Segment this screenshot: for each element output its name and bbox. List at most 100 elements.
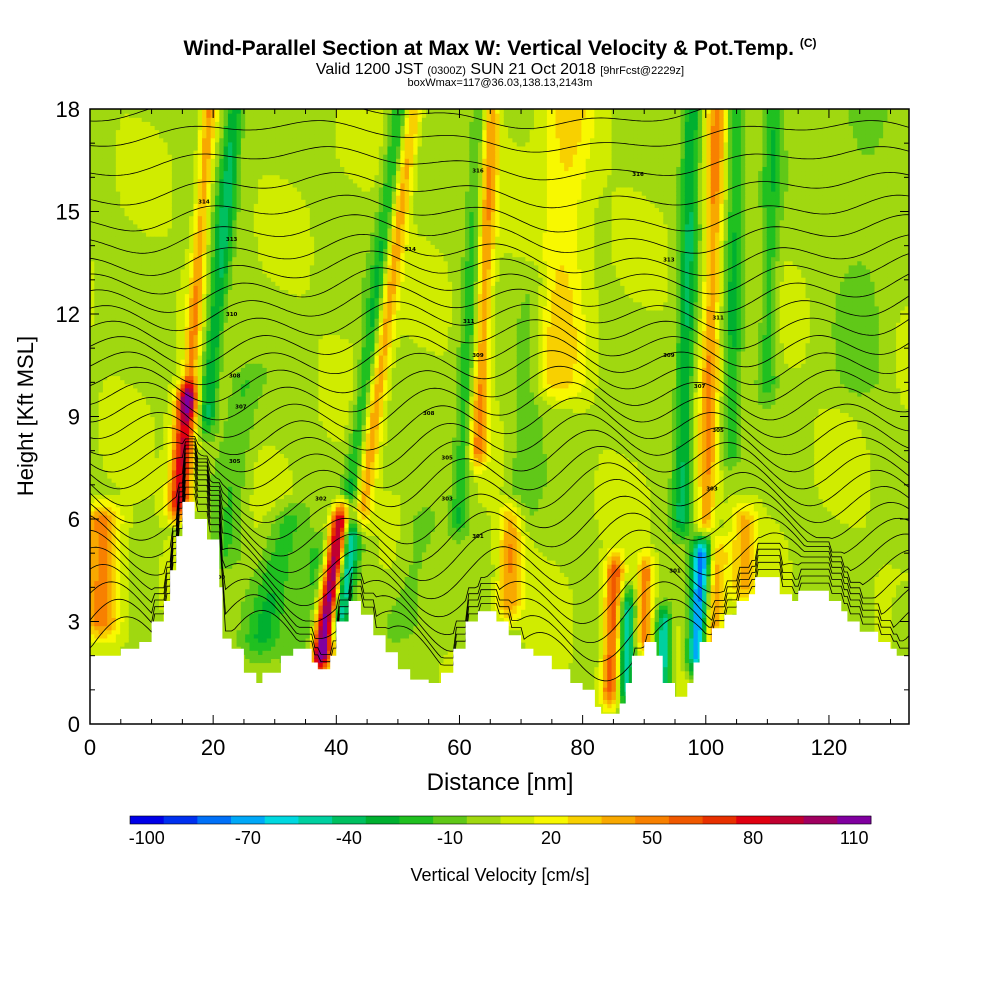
velocity-cell (219, 191, 225, 196)
velocity-cell (128, 268, 134, 274)
velocity-cell (94, 437, 100, 442)
velocity-cell (137, 293, 143, 299)
velocity-cell (107, 309, 113, 315)
velocity-cell (189, 473, 195, 479)
velocity-cell (137, 150, 143, 155)
velocity-cell (154, 227, 160, 233)
velocity-cell (107, 137, 113, 143)
velocity-cell (210, 170, 216, 176)
velocity-cell (124, 256, 130, 262)
velocity-cell (210, 396, 216, 401)
velocity-cell (120, 170, 126, 176)
velocity-cell (197, 158, 203, 163)
velocity-cell (107, 510, 113, 516)
velocity-cell (137, 408, 143, 413)
velocity-cell (171, 133, 177, 139)
velocity-cell (90, 338, 95, 344)
velocity-cell (206, 322, 212, 327)
velocity-cell (197, 199, 203, 204)
velocity-cell (154, 555, 160, 561)
velocity-cell (171, 346, 177, 352)
velocity-cell (206, 375, 212, 381)
velocity-cell (115, 519, 121, 524)
velocity-cell (111, 461, 117, 467)
velocity-cell (146, 158, 151, 163)
velocity-cell (102, 539, 108, 545)
velocity-cell (202, 469, 207, 475)
velocity-cell (184, 219, 190, 225)
velocity-cell (120, 314, 126, 319)
velocity-cell (189, 396, 195, 401)
velocity-cell (206, 273, 212, 278)
velocity-cell (163, 379, 169, 385)
velocity-cell (219, 404, 225, 409)
velocity-cell (111, 309, 117, 315)
velocity-cell (227, 322, 233, 327)
velocity-cell (146, 182, 151, 188)
velocity-cell (111, 531, 117, 536)
velocity-cell (90, 211, 95, 217)
velocity-cell (206, 441, 212, 446)
velocity-cell (163, 273, 169, 278)
velocity-cell (154, 432, 160, 438)
velocity-cell (90, 145, 95, 151)
velocity-cell (133, 539, 139, 545)
velocity-cell (163, 359, 169, 364)
velocity-cell (202, 150, 207, 155)
velocity-cell (223, 252, 229, 258)
velocity-cell (210, 478, 216, 483)
velocity-cell (146, 514, 151, 520)
velocity-cell (120, 465, 126, 471)
velocity-cell (167, 379, 173, 385)
velocity-cell (90, 178, 95, 184)
velocity-cell (146, 539, 151, 545)
velocity-cell (124, 330, 130, 336)
velocity-cell (146, 334, 151, 340)
velocity-cell (223, 125, 229, 131)
velocity-cell (227, 113, 233, 118)
velocity-cell (223, 248, 229, 254)
velocity-cell (215, 309, 220, 315)
velocity-cell (219, 580, 225, 586)
velocity-cell (163, 186, 169, 192)
velocity-cell (210, 289, 216, 295)
velocity-cell (223, 281, 229, 286)
velocity-cell (193, 334, 199, 340)
velocity-cell (150, 547, 156, 553)
velocity-cell (158, 326, 164, 331)
velocity-cell (124, 478, 130, 483)
velocity-cell (137, 334, 143, 340)
velocity-cell (133, 109, 139, 114)
velocity-cell (154, 568, 160, 573)
velocity-cell (189, 416, 195, 422)
velocity-cell (210, 494, 216, 500)
velocity-cell (115, 232, 121, 237)
velocity-cell (124, 178, 130, 184)
velocity-cell (158, 174, 164, 180)
velocity-cell (227, 551, 233, 557)
velocity-cell (189, 129, 195, 135)
velocity-cell (158, 264, 164, 270)
velocity-cell (137, 379, 143, 385)
velocity-cell (94, 309, 100, 315)
velocity-cell (189, 359, 195, 364)
velocity-cell (137, 154, 143, 159)
velocity-cell (107, 203, 113, 208)
velocity-cell (98, 551, 104, 557)
velocity-cell (219, 519, 225, 524)
velocity-cell (193, 396, 199, 401)
velocity-cell (115, 113, 121, 118)
velocity-cell (158, 420, 164, 426)
velocity-cell (227, 404, 233, 409)
velocity-cell (163, 178, 169, 184)
velocity-cell (90, 576, 95, 582)
velocity-cell (107, 621, 113, 627)
velocity-cell (137, 256, 143, 262)
velocity-cell (111, 338, 117, 344)
velocity-cell (223, 420, 229, 426)
velocity-cell (141, 633, 147, 639)
velocity-cell (223, 109, 229, 114)
velocity-cell (124, 342, 130, 348)
velocity-cell (94, 199, 100, 204)
velocity-cell (227, 117, 233, 122)
